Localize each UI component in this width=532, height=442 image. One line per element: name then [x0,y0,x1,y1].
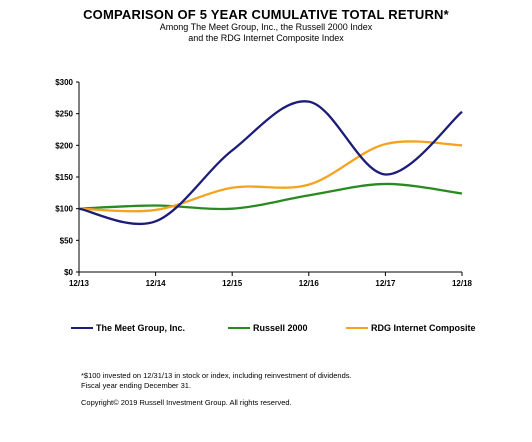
chart-subtitle-line-1: Among The Meet Group, Inc., the Russell … [159,22,373,32]
legend-label-russell-2000: Russell 2000 [253,323,308,333]
y-tick-label: $50 [60,236,74,245]
x-tick-label: 12/13 [69,279,90,288]
x-tick-label: 12/17 [375,279,396,288]
y-tick-label: $0 [64,268,73,277]
legend-swatch-rdg-internet [346,327,368,329]
legend-item-rdg-internet: RDG Internet Composite [346,321,476,335]
chart-title: COMPARISON OF 5 YEAR CUMULATIVE TOTAL RE… [83,7,449,22]
legend-swatch-russell-2000 [228,327,250,329]
y-tick-label: $300 [55,78,73,87]
x-tick-label: 12/15 [222,279,243,288]
x-tick-label: 12/16 [299,279,320,288]
series-line-rdg-internet-composite [78,140,463,213]
legend-label-meet-group: The Meet Group, Inc. [96,323,186,333]
copyright-notice: Copyright© 2019 Russell Investment Group… [81,398,292,407]
legend-label-rdg-internet: RDG Internet Composite [371,323,476,333]
chart-subtitle-line-2: and the RDG Internet Composite Index [188,33,344,43]
x-tick-label: 12/14 [146,279,167,288]
footnote-investment: *$100 invested on 12/31/13 in stock or i… [81,371,352,380]
x-tick-label: 12/18 [452,279,473,288]
y-tick-label: $150 [55,173,73,182]
y-tick-label: $250 [55,110,73,119]
y-tick-label: $200 [55,141,73,150]
footnote-fiscal-year: Fiscal year ending December 31. [81,381,192,390]
series-line-the-meet-group-inc [78,100,463,226]
legend-item-russell-2000: Russell 2000 [228,321,308,335]
y-tick-label: $100 [55,205,73,214]
series-line-russell-2000 [78,182,463,211]
legend-swatch-meet-group [71,327,93,329]
legend-item-meet-group: The Meet Group, Inc. [71,321,185,335]
